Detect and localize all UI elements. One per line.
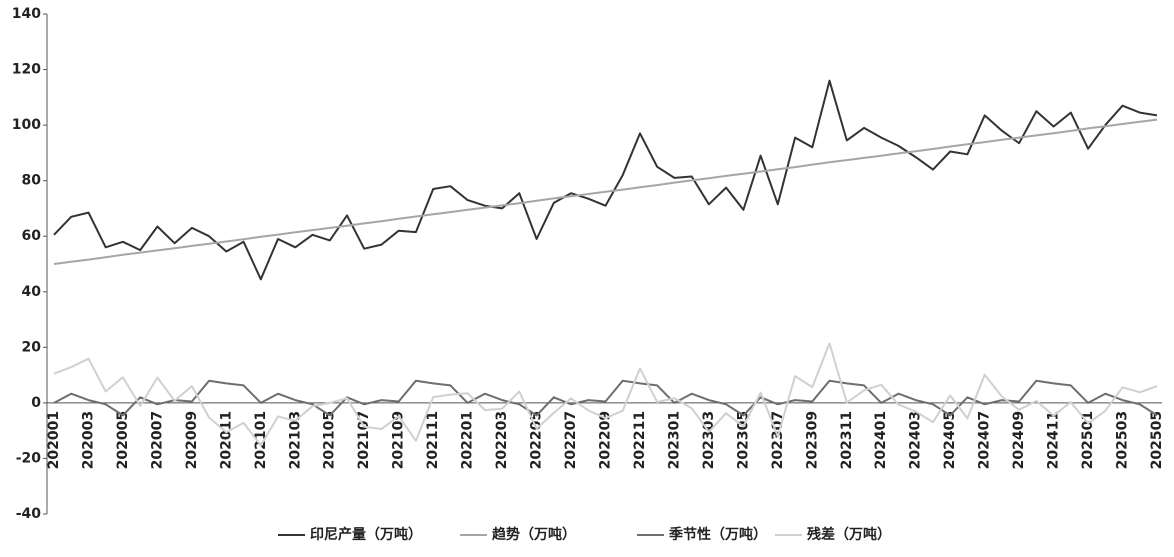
- x-tick-label: 202211: [632, 411, 648, 469]
- x-tick-label: 202207: [563, 411, 579, 469]
- x-tick-label: 202107: [356, 411, 372, 469]
- x-tick-label: 202505: [1149, 411, 1165, 469]
- series-line: [53, 118, 1158, 265]
- x-tick-label: 202309: [804, 411, 820, 469]
- x-tick-label: 202003: [80, 411, 96, 469]
- x-tick-label: 202009: [184, 411, 200, 469]
- x-tick-label: 202007: [149, 411, 165, 469]
- x-tick-label: 202305: [735, 411, 751, 469]
- y-tick-label: 100: [12, 117, 41, 133]
- x-tick-label: 202203: [494, 411, 510, 469]
- y-tick-label: 40: [22, 284, 42, 300]
- x-tick-label: 202101: [253, 411, 269, 469]
- y-tick-label: 140: [12, 6, 41, 22]
- x-tick-label: 202209: [598, 411, 614, 469]
- y-tick-label: -20: [16, 450, 42, 466]
- x-tick-label: 202501: [1080, 411, 1096, 469]
- x-tick-label: 202105: [322, 411, 338, 469]
- legend-label: 季节性（万吨）: [668, 526, 767, 543]
- x-tick-label: 202403: [908, 411, 924, 469]
- legend-label: 残差（万吨）: [807, 526, 891, 543]
- series-line: [53, 79, 1158, 281]
- x-tick-label: 202301: [666, 411, 682, 469]
- y-tick-label: -40: [16, 506, 42, 522]
- y-tick-label: 80: [22, 173, 42, 189]
- x-tick-label: 202411: [1046, 411, 1062, 469]
- series-line: [53, 342, 1158, 447]
- x-tick-label: 202409: [1011, 411, 1027, 469]
- x-tick-label: 202311: [839, 411, 855, 469]
- x-tick-label: 202011: [218, 411, 234, 469]
- x-tick-label: 202303: [701, 411, 717, 469]
- x-tick-label: 202111: [425, 411, 441, 469]
- y-tick-label: 60: [22, 228, 42, 244]
- x-tick-label: 202001: [46, 411, 62, 469]
- x-tick-label: 202005: [115, 411, 131, 469]
- x-tick-label: 202201: [460, 411, 476, 469]
- y-tick-label: 120: [12, 62, 41, 78]
- x-tick-label: 202401: [873, 411, 889, 469]
- x-tick-label: 202407: [977, 411, 993, 469]
- series-line: [53, 379, 1158, 417]
- legend-label: 印尼产量（万吨）: [310, 526, 422, 543]
- x-tick-label: 202503: [1115, 411, 1131, 469]
- y-tick-label: 0: [31, 395, 41, 411]
- x-tick-label: 202109: [391, 411, 407, 469]
- x-tick-label: 202405: [942, 411, 958, 469]
- y-tick-label: 20: [22, 339, 42, 355]
- x-tick-label: 202205: [529, 411, 545, 469]
- x-tick-label: 202103: [287, 411, 303, 469]
- legend-label: 趋势（万吨）: [492, 526, 576, 543]
